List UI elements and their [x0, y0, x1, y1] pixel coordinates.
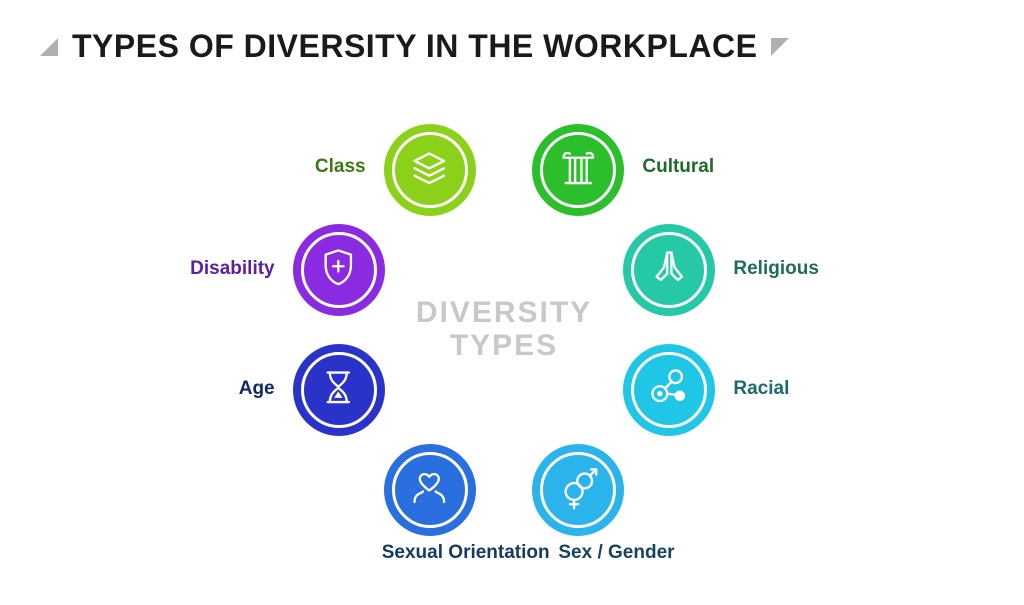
label-orientation: Sexual Orientation [382, 542, 550, 564]
molecule-icon [644, 362, 695, 418]
node-racial [623, 344, 715, 436]
center-label: DIVERSITYTYPES [384, 296, 624, 362]
label-sexgender: Sex / Gender [558, 542, 674, 564]
pray-icon [644, 242, 695, 298]
node-religious [623, 224, 715, 316]
gender-icon [553, 462, 604, 518]
node-cultural [532, 124, 624, 216]
node-age [293, 344, 385, 436]
title-row: TYPES OF DIVERSITY IN THE WORKPLACE [40, 28, 789, 65]
node-orientation [384, 444, 476, 536]
center-label-line2: TYPES [384, 329, 624, 362]
page-title: TYPES OF DIVERSITY IN THE WORKPLACE [72, 28, 757, 65]
column-icon [553, 143, 604, 199]
shield-plus-icon [313, 242, 364, 298]
label-disability: Disability [190, 258, 274, 280]
layers-icon [404, 143, 455, 199]
hourglass-icon [313, 362, 364, 418]
label-cultural: Cultural [642, 156, 714, 178]
title-triangle-left [40, 38, 58, 56]
label-age: Age [239, 378, 275, 400]
node-class [384, 124, 476, 216]
label-class: Class [315, 156, 366, 178]
hands-heart-icon [404, 462, 455, 518]
title-triangle-right [771, 38, 789, 56]
label-religious: Religious [733, 258, 819, 280]
node-disability [293, 224, 385, 316]
center-label-line1: DIVERSITY [384, 296, 624, 329]
node-sexgender [532, 444, 624, 536]
label-racial: Racial [733, 378, 789, 400]
